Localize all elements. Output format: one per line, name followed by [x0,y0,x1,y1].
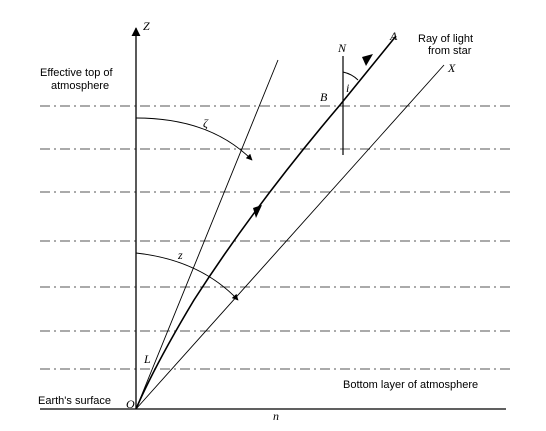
bottom-layer-label: Bottom layer of atmosphere [343,379,478,391]
z-axis-label: Z [143,19,150,33]
atmosphere-layers [40,106,512,369]
angle-zeta-label: ζ [203,116,209,130]
angle-z-label: z [177,248,183,262]
ray-arrow-top [362,54,373,66]
effective-top-label-line1: Effective top of [40,67,114,79]
angle-i-label: i [346,81,349,95]
effective-top-label-line2: atmosphere [51,80,109,92]
angle-z-arc [136,253,238,300]
point-o-label: O [126,397,135,411]
angle-i-arc [343,72,358,80]
point-l-label: L [143,352,151,366]
earth-surface-label: Earth's surface [38,395,111,407]
point-b-label: B [320,90,328,104]
point-a-label: A [389,29,398,43]
ray-label-line2: from star [428,45,472,57]
point-x-label: X [447,61,456,75]
true-direction-line [136,65,444,409]
point-n-lower-label: n [273,409,279,423]
angle-zeta-arc [136,118,252,160]
apparent-direction-line [136,60,278,409]
point-n-label: N [337,41,347,55]
ray-arrow-mid [253,205,262,218]
ray-label-line1: Ray of light [418,33,473,45]
refracted-ray [136,36,396,409]
